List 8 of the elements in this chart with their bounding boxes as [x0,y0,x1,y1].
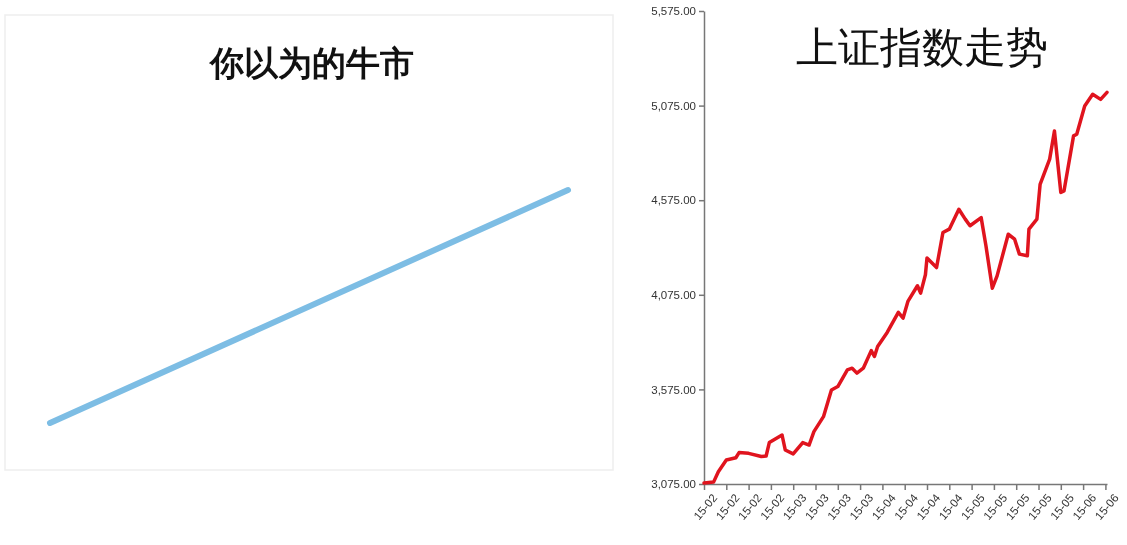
y-tick-label: 5,575.00 [651,5,696,18]
chart-title: 你以为的牛市 [208,43,414,83]
y-tick-label: 4,575.00 [651,194,696,207]
y-tick-label: 3,575.00 [651,383,696,396]
y-tick-label: 3,075.00 [651,478,696,491]
y-tick-label: 4,075.00 [651,288,696,301]
y-tick-label: 5,075.00 [651,99,696,112]
chart-title: 上证指数走势 [796,25,1048,71]
